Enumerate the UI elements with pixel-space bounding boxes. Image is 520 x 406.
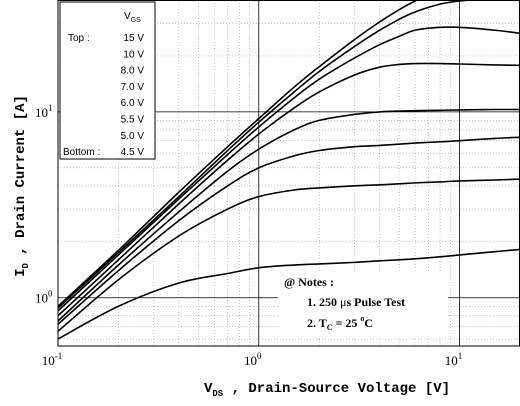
x-tick-base: 10 [445,353,458,368]
notes-line-2-rest: = 25 [333,316,361,330]
series-line-7 [57,178,520,332]
legend-header-sub: GS [131,17,141,24]
y-tick-exponent: 1 [48,103,53,113]
series-line-3 [57,26,520,312]
legend-entry-value: 7.0 V [121,82,145,93]
y-tick-label: 100 [35,289,53,306]
series-line-1 [57,0,419,307]
notes-line-2: 2. TC = 25 oC [307,314,373,332]
y-axis-title-main: I [13,269,29,277]
y-tick-label: 101 [35,103,53,120]
x-tick-base: 10 [244,353,257,368]
notes-line-2-sup: o [360,314,364,323]
x-tick-label: 100 [244,351,262,368]
y-axis-title-sub: D [21,263,31,269]
notes-line-1: 1. 250 μs Pulse Test [307,295,405,309]
x-tick-exponent: 1 [458,351,463,361]
y-axis-title: ID , Drain Current [A] [13,95,31,277]
x-tick-base: 10 [42,353,55,368]
notes-title: @ Notes : [284,275,334,289]
notes-line-1-text: 1. 250 [307,295,340,309]
x-axis-title-main: V [204,381,213,397]
legend-header: VGS [124,11,141,24]
legend-entry-value: 5.0 V [121,131,145,142]
legend-box [59,1,156,160]
series-curves [57,0,520,340]
y-axis-title-rest: , Drain Current [A] [13,95,29,263]
notes-line-2-sub: C [327,323,333,332]
x-tick-exponent: -1 [55,351,63,361]
y-tick-exponent: 0 [48,289,53,299]
notes-backdrop [278,272,448,337]
notes-line-1-rest: s Pulse Test [346,295,405,309]
notes-annotation: @ Notes : 1. 250 μs Pulse Test 2. TC = 2… [278,272,448,337]
series-line-8 [57,248,520,340]
y-tick-base: 10 [35,291,48,306]
notes-line-1-mu: μ [340,295,346,309]
y-tick-base: 10 [35,105,48,120]
x-tick-exponent: 0 [257,351,262,361]
legend-entry-value: 15 V [123,33,144,44]
legend-entry-tag: Bottom : [63,147,100,158]
x-axis-title-sub: DS [212,389,223,399]
x-axis-title-rest: , Drain-Source Voltage [V] [223,381,450,397]
notes-line-2-tail: C [364,316,373,330]
legend-entry-value: 10 V [123,49,144,60]
series-line-2 [57,0,480,309]
legend-entry-tag: Top : [68,33,90,44]
x-axis-title: VDS , Drain-Source Voltage [V] [204,381,450,399]
legend-rows: Top : 15 V 10 V 8.0 V 7.0 V 6.0 V 5.5 V 5.0 V Bo… [63,33,144,158]
notes-line-2-text: 2. T [307,316,327,330]
x-tick-label: 10-1 [42,351,63,368]
series-line-6 [57,136,520,325]
legend-entry-value: 4.5 V [121,147,145,158]
legend-entry-value: 6.0 V [121,98,145,109]
series-line-5 [57,108,520,322]
legend: VGS Top : 15 V 10 V 8.0 V 7.0 V 6.0 V 5.5 V 5.0… [59,1,156,160]
x-tick-label: 101 [445,351,463,368]
legend-entry-value: 5.5 V [121,115,145,126]
legend-entry-value: 8.0 V [121,66,145,77]
series-line-4 [57,62,520,317]
legend-header-main: V [124,11,131,22]
